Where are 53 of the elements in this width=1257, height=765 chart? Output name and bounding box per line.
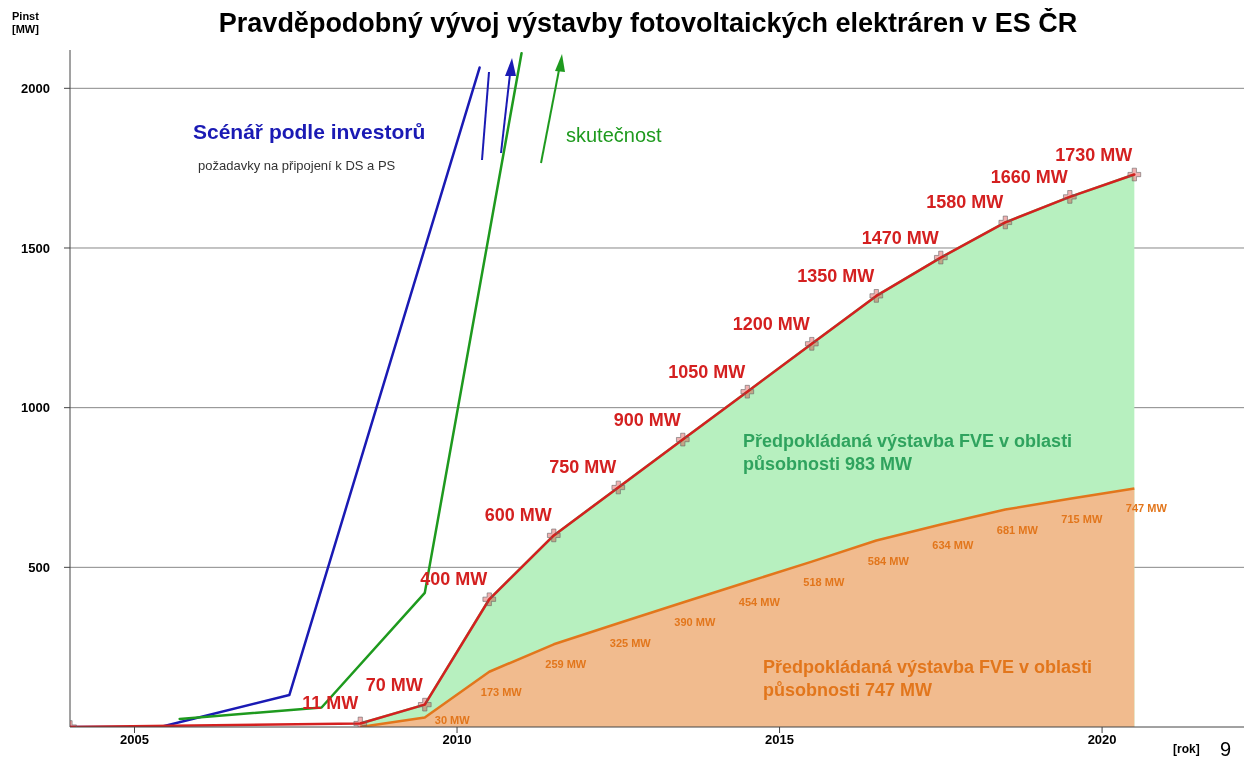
text: 9 xyxy=(1220,737,1233,762)
point xyxy=(1063,190,1077,204)
data-label: 173 MW xyxy=(480,685,523,698)
x-tick-label: 2005 xyxy=(120,732,149,748)
data-label: 1200 MW xyxy=(732,313,810,334)
point xyxy=(611,480,625,495)
chart-title: Pravděpodobný vývoj výstavby fotovoltaických elektráren v ES ČR xyxy=(218,8,1078,38)
point xyxy=(418,697,432,712)
point xyxy=(353,716,367,727)
data-label: 747 MW xyxy=(1125,502,1168,515)
point xyxy=(1127,167,1141,182)
data-label: 1470 MW xyxy=(861,227,939,248)
data-label: 325 MW xyxy=(609,637,652,650)
y-tick-label: 2000 xyxy=(21,80,50,96)
data-label: 634 MW xyxy=(932,538,974,551)
data-label: 30 MW xyxy=(434,714,471,726)
data-label: 390 MW xyxy=(674,616,716,629)
y-tick-label: 1000 xyxy=(21,400,50,416)
y-axis-title: Pinst [MW] xyxy=(12,10,40,36)
series-label: Scénář podle investorů xyxy=(193,120,426,144)
data-label: 1350 MW xyxy=(797,265,875,286)
annotation: Předpokládaná výstavba FVE v oblasti působnosti 983 MW xyxy=(743,430,1074,477)
data-label: 900 MW xyxy=(613,409,681,430)
data-label: 584 MW xyxy=(867,554,910,567)
point xyxy=(998,215,1012,230)
data-label: 259 MW xyxy=(545,658,587,671)
point xyxy=(676,432,690,447)
point xyxy=(934,250,948,265)
data-label: 750 MW xyxy=(549,457,617,478)
x-axis-title: [rok] xyxy=(1173,742,1200,756)
data-label: 70 MW xyxy=(365,674,423,695)
point xyxy=(869,289,883,303)
annotation: Předpokládaná výstavba FVE v oblasti působnosti 747 MW xyxy=(763,656,1094,703)
data-label: 1730 MW xyxy=(1055,144,1133,165)
data-label: 681 MW xyxy=(996,523,1039,536)
data-label: 600 MW xyxy=(484,505,552,526)
y-tick-label: 500 xyxy=(28,559,50,575)
text: skutečnost xyxy=(566,124,662,147)
point xyxy=(482,592,496,606)
data-label: 1050 MW xyxy=(668,361,746,382)
x-tick-label: 2020 xyxy=(1087,732,1117,748)
x-tick-label: 2015 xyxy=(765,732,795,748)
point xyxy=(547,528,561,543)
point xyxy=(740,385,754,399)
x-tick-label: 2010 xyxy=(442,732,472,748)
data-label: 1580 MW xyxy=(926,192,1004,213)
annotation: požadavky na připojení k DS a PS xyxy=(198,158,397,175)
y-tick-label: 1500 xyxy=(21,240,50,256)
data-label: 1660 MW xyxy=(990,166,1068,187)
data-label: 715 MW xyxy=(1061,512,1103,525)
data-label: 454 MW xyxy=(738,596,781,609)
data-label: 518 MW xyxy=(803,575,845,588)
point xyxy=(805,337,819,351)
